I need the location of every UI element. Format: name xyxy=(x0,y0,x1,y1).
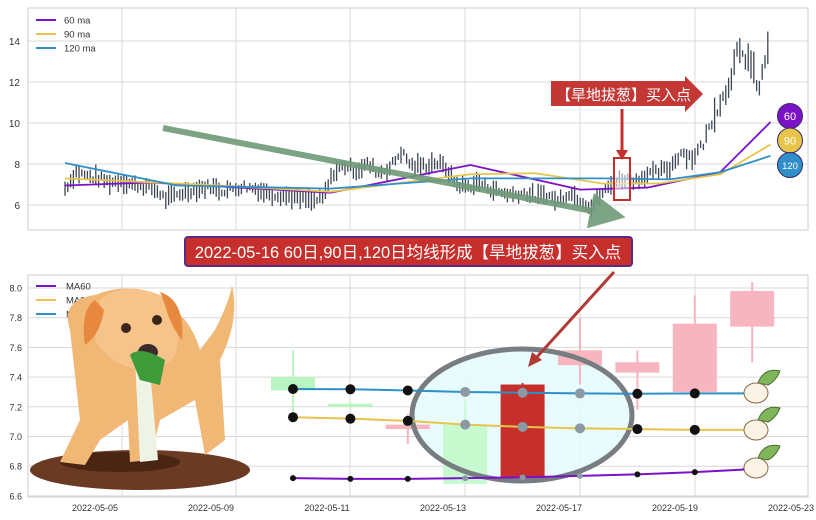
ma-point xyxy=(402,415,413,426)
ma-badges: 60 90 120 xyxy=(777,103,803,178)
turnip-icon xyxy=(743,369,781,404)
legend-label: 90 ma xyxy=(64,30,91,41)
ma-point xyxy=(345,384,356,395)
bottom-y-tick-label: 7.6 xyxy=(9,343,22,353)
ma-point xyxy=(347,475,354,482)
bottom-y-tick-label: 7.8 xyxy=(9,313,22,323)
top-legend: 60 ma 90 ma 120 ma xyxy=(36,16,96,55)
top-y-tick-label: 12 xyxy=(9,78,21,89)
ma-badge-label: 60 xyxy=(784,111,796,123)
bottom-x-tick-label: 2022-05-19 xyxy=(652,503,698,513)
buy-point-callout: 【旱地拔葱】买入点 xyxy=(551,76,703,112)
ma-point xyxy=(517,387,528,398)
turnip-leaves xyxy=(757,406,781,423)
turnip-icons xyxy=(743,369,781,479)
top-y-tick-label: 6 xyxy=(14,201,20,212)
candle-body xyxy=(730,290,775,327)
ma-point xyxy=(462,475,469,482)
title-banner-text: 2022-05-16 60日,90日,120日均线形成【旱地拔葱】买入点 xyxy=(195,243,621,262)
bottom-y-tick-label: 6.8 xyxy=(9,462,22,472)
title-banner: 2022-05-16 60日,90日,120日均线形成【旱地拔葱】买入点 xyxy=(184,236,633,267)
ma-point xyxy=(460,386,471,397)
ma-point xyxy=(404,475,411,482)
bottom-y-tick-label: 6.6 xyxy=(9,491,22,501)
ma-point xyxy=(517,421,528,432)
ma-point xyxy=(290,475,296,482)
turnip-leaves xyxy=(757,444,781,461)
bottom-x-ticks: 2022-05-05 2022-05-09 2022-05-11 2022-05-13… xyxy=(72,503,814,513)
legend-label: 120 ma xyxy=(64,44,96,55)
bottom-chart: 6.66.87.07.27.47.67.88.0 2022-05-05 2022-… xyxy=(9,270,814,513)
ma-point xyxy=(632,424,643,435)
pointer-arrow xyxy=(534,270,616,360)
bottom-ma-lines xyxy=(288,383,753,482)
candle-body xyxy=(615,362,660,373)
ma-point xyxy=(288,383,298,394)
top-grid xyxy=(28,8,808,230)
bottom-x-tick-label: 2022-05-05 xyxy=(72,503,118,513)
bottom-x-tick-label: 2022-05-23 xyxy=(768,503,814,513)
ma-point xyxy=(519,474,526,481)
highlight-ellipse-outline xyxy=(409,346,635,484)
ma-point xyxy=(634,471,641,478)
candle-body xyxy=(328,403,373,407)
legend-label: 60 ma xyxy=(64,16,91,27)
turnip-bulb xyxy=(743,457,769,479)
turnip-leaves xyxy=(757,369,781,386)
ma-point xyxy=(577,472,583,479)
ma-point xyxy=(575,388,585,399)
dog-pulling-leek-illustration xyxy=(30,285,250,490)
turnip-icon xyxy=(743,444,781,479)
ma-line-MA120 xyxy=(292,387,753,395)
bottom-x-tick-label: 2022-05-09 xyxy=(188,503,234,513)
candle-body xyxy=(672,323,717,392)
bottom-y-tick-label: 8.0 xyxy=(9,284,22,294)
top-y-tick-label: 14 xyxy=(9,37,21,48)
bottom-x-tick-label: 2022-05-11 xyxy=(304,503,349,513)
ma-badge-120 xyxy=(777,152,803,178)
buy-point-down-arrow-head xyxy=(616,150,628,160)
ma-point xyxy=(689,388,700,399)
bottom-x-tick-label: 2022-05-13 xyxy=(420,503,466,513)
bottom-y-tick-label: 7.0 xyxy=(9,432,22,442)
bottom-y-tick-label: 7.4 xyxy=(9,373,22,383)
ma-point xyxy=(402,385,413,396)
pointer-arrow-head xyxy=(528,352,542,367)
ma-badge-label: 120 xyxy=(782,161,798,172)
candle-body xyxy=(385,424,430,430)
ma-point xyxy=(632,388,643,399)
legend-label: MA60 xyxy=(66,282,91,293)
turnip-icon xyxy=(743,406,781,441)
ma-line-MA90 xyxy=(292,416,753,431)
ma-line-120-ma xyxy=(64,154,771,190)
ma-point xyxy=(689,424,700,435)
bottom-candles xyxy=(271,282,775,485)
candle-body xyxy=(271,377,315,391)
bottom-y-tick-label: 7.2 xyxy=(9,402,22,412)
top-ma-lines xyxy=(64,121,772,194)
turnip-bulb xyxy=(743,419,769,441)
ma-line-MA60 xyxy=(292,468,753,480)
bottom-y-ticks: 6.6 6.8 7.0 7.2 7.4 7.6 7.8 8.0 xyxy=(9,284,22,502)
ma-point xyxy=(345,413,356,424)
bottom-x-tick-label: 2022-05-17 xyxy=(536,503,582,513)
top-y-tick-label: 8 xyxy=(14,160,20,171)
top-y-tick-label: 10 xyxy=(9,119,21,130)
top-y-ticks: 6 8 10 12 14 xyxy=(9,37,21,212)
turnip-bulb xyxy=(743,382,769,404)
ma-badge-label: 90 xyxy=(784,136,796,148)
buy-point-callout-text: 【旱地拔葱】买入点 xyxy=(556,87,691,104)
ma-point xyxy=(460,419,471,430)
top-chart: 6 8 10 12 14 【旱地拔葱】买入点 60 ma 90 ma 120 ma 60 90… xyxy=(9,7,809,231)
ma-point xyxy=(691,469,698,476)
ma-point xyxy=(575,423,585,434)
ma-point xyxy=(288,412,298,423)
downtrend-arrow xyxy=(162,125,626,229)
buy-point-box xyxy=(613,157,631,201)
